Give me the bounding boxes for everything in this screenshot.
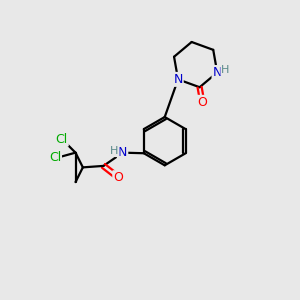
Text: Cl: Cl: [49, 152, 61, 164]
Text: N: N: [173, 73, 183, 86]
Text: Cl: Cl: [56, 133, 68, 146]
Text: N: N: [118, 146, 127, 159]
Text: H: H: [221, 65, 230, 75]
Text: N: N: [212, 66, 222, 79]
Text: O: O: [113, 171, 123, 184]
Text: O: O: [197, 96, 207, 109]
Text: H: H: [110, 146, 118, 156]
